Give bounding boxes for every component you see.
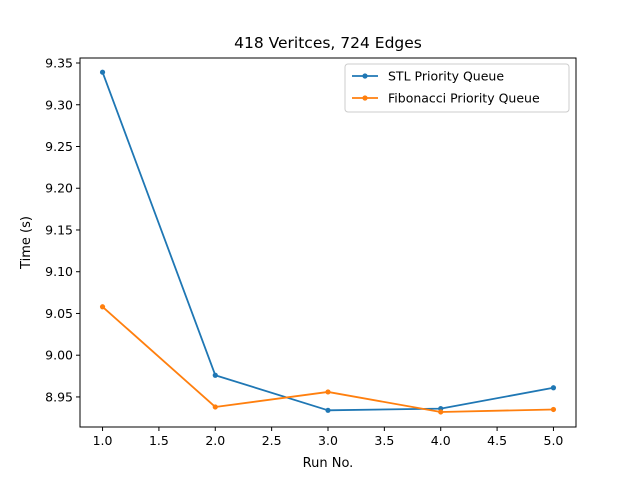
y-tick-label: 9.10	[45, 264, 73, 279]
y-tick-label: 9.20	[45, 181, 73, 196]
data-point	[212, 404, 218, 410]
data-point	[325, 389, 331, 395]
x-axis-label: Run No.	[303, 456, 354, 471]
y-tick-label: 9.35	[45, 56, 73, 71]
x-tick-label: 1.0	[93, 433, 113, 448]
y-tick-label: 9.00	[45, 348, 73, 363]
legend-marker	[362, 95, 368, 101]
y-tick-label: 8.95	[45, 389, 73, 404]
data-point	[325, 407, 331, 413]
data-point	[99, 69, 106, 75]
plot-area	[99, 69, 557, 415]
x-tick-label: 5.0	[544, 433, 564, 448]
data-point	[550, 385, 557, 391]
x-tick-label: 4.0	[431, 433, 451, 448]
x-tick-label: 1.5	[149, 433, 169, 448]
y-tick-label: 9.25	[45, 139, 73, 154]
data-point	[212, 372, 218, 378]
legend-marker	[362, 73, 368, 79]
x-tick-label: 4.5	[487, 433, 507, 448]
x-axis: 1.0 1.5 2.0 2.5 3.0 3.5 4.0 4.5 5.0	[93, 427, 564, 448]
y-tick-label: 9.30	[45, 97, 73, 112]
x-tick-label: 3.5	[374, 433, 394, 448]
legend-label: Fibonacci Priority Queue	[388, 91, 540, 106]
data-point	[550, 406, 557, 413]
data-point	[438, 409, 444, 415]
y-axis-label: Time (s)	[19, 216, 34, 270]
chart-title: 418 Veritces, 724 Edges	[234, 34, 422, 52]
data-point	[99, 304, 106, 310]
y-tick-label: 9.15	[45, 222, 73, 237]
legend: STL Priority Queue Fibonacci Priority Que…	[344, 63, 570, 113]
x-tick-label: 2.5	[262, 433, 282, 448]
legend-label: STL Priority Queue	[388, 69, 504, 84]
x-tick-label: 3.0	[318, 433, 338, 448]
y-tick-label: 9.05	[45, 306, 73, 321]
y-axis: 8.95 9.00 9.05 9.10 9.15 9.20 9.25 9.30 9.35	[45, 56, 80, 404]
legend-box	[344, 63, 570, 113]
x-tick-label: 2.0	[205, 433, 225, 448]
